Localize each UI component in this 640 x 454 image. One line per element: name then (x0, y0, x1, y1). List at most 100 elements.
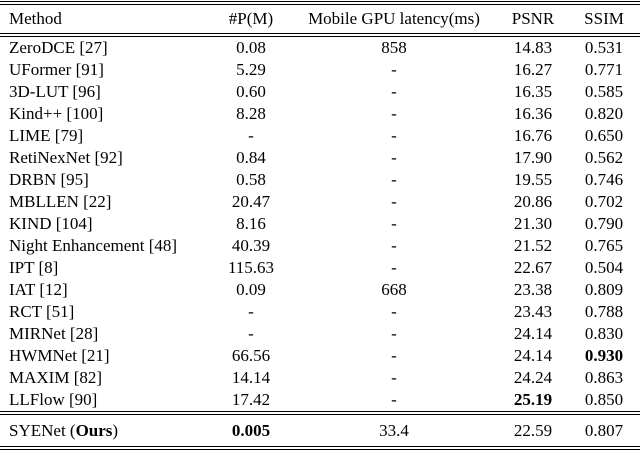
psnr-cell: 16.27 (513, 60, 553, 79)
table-row: 3D-LUT [96] 0.60 - 16.35 0.585 (0, 81, 640, 103)
ssim-cell: 0.650 (584, 126, 624, 145)
method-cell: UFormer [91] (9, 60, 104, 79)
ssim-cell: 0.702 (584, 192, 624, 211)
psnr-cell: 16.36 (513, 104, 553, 123)
method-cell: MBLLEN [22] (9, 192, 112, 211)
method-cell: MIRNet [28] (9, 324, 99, 343)
params-cell: 8.28 (236, 104, 266, 123)
latency-cell: - (391, 60, 397, 79)
ssim-cell: 0.820 (584, 104, 624, 123)
psnr-cell: 24.24 (513, 368, 553, 387)
table-row: RetiNexNet [92] 0.84 - 17.90 0.562 (0, 147, 640, 169)
psnr-cell: 24.14 (513, 346, 553, 365)
params-cell: 14.14 (231, 368, 271, 387)
method-cell: RetiNexNet [92] (9, 148, 123, 167)
params-cell: 17.42 (231, 390, 271, 409)
psnr-cell: 21.52 (513, 236, 553, 255)
ssim-cell: 0.863 (584, 368, 624, 387)
params-cell: 20.47 (231, 192, 271, 211)
latency-cell: 668 (381, 280, 407, 299)
latency-cell: - (391, 170, 397, 189)
latency-cell: - (391, 104, 397, 123)
table-row: Night Enhancement [48] 40.39 - 21.52 0.765 (0, 235, 640, 257)
method-cell: LLFlow [90] (9, 390, 98, 409)
ssim-cell: 0.790 (584, 214, 624, 233)
params-cell: - (248, 126, 254, 145)
method-cell: 3D-LUT [96] (9, 82, 101, 101)
psnr-cell: 23.38 (513, 280, 553, 299)
header-params: #P(M) (212, 3, 290, 37)
ssim-cell: 0.771 (584, 60, 624, 79)
latency-cell: - (391, 126, 397, 145)
latency-cell: - (391, 214, 397, 233)
ssim-cell: 0.807 (568, 411, 640, 448)
psnr-cell: 24.14 (513, 324, 553, 343)
ssim-cell: 0.765 (584, 236, 624, 255)
params-cell: - (248, 324, 254, 343)
table-row: DRBN [95] 0.58 - 19.55 0.746 (0, 169, 640, 191)
latency-cell: - (391, 258, 397, 277)
latency-cell: - (391, 346, 397, 365)
ssim-cell: 0.531 (584, 38, 624, 57)
psnr-cell: 19.55 (513, 170, 553, 189)
params-cell: 0.08 (236, 38, 266, 57)
psnr-cell: 21.30 (513, 214, 553, 233)
psnr-cell: 22.59 (498, 411, 568, 448)
psnr-cell: 16.76 (513, 126, 553, 145)
method-cell: KIND [104] (9, 214, 93, 233)
table-row: ZeroDCE [27] 0.08 858 14.83 0.531 (0, 35, 640, 59)
method-cell: DRBN [95] (9, 170, 89, 189)
ssim-cell: 0.830 (584, 324, 624, 343)
latency-cell: - (391, 302, 397, 321)
method-cell: IAT [12] (9, 280, 68, 299)
params-cell: 66.56 (231, 346, 271, 365)
method-cell: ZeroDCE [27] (9, 38, 108, 57)
latency-cell: - (391, 192, 397, 211)
header-ssim: SSIM (568, 3, 640, 37)
latency-cell: - (391, 390, 397, 409)
method-cell: RCT [51] (9, 302, 75, 321)
table-row: KIND [104] 8.16 - 21.30 0.790 (0, 213, 640, 235)
method-cell: SYENet (Ours) (0, 411, 212, 448)
table-row: RCT [51] - - 23.43 0.788 (0, 301, 640, 323)
params-cell: 0.60 (236, 82, 266, 101)
table-row: Kind++ [100] 8.28 - 16.36 0.820 (0, 103, 640, 125)
method-cell: MAXIM [82] (9, 368, 103, 387)
method-cell: LIME [79] (9, 126, 84, 145)
ssim-cell: 0.746 (584, 170, 624, 189)
params-cell: 40.39 (231, 236, 271, 255)
latency-cell: - (391, 148, 397, 167)
ssim-cell: 0.585 (584, 82, 624, 101)
latency-cell: - (391, 82, 397, 101)
header-latency: Mobile GPU latency(ms) (290, 3, 498, 37)
method-cell: IPT [8] (9, 258, 59, 277)
table-header: Method #P(M) Mobile GPU latency(ms) PSNR… (0, 3, 640, 37)
latency-cell: 33.4 (290, 411, 498, 448)
params-cell: 5.29 (236, 60, 266, 79)
latency-cell: 858 (381, 38, 407, 57)
params-cell: 8.16 (236, 214, 266, 233)
psnr-cell: 17.90 (513, 148, 553, 167)
latency-cell: - (391, 368, 397, 387)
ssim-cell: 0.930 (584, 346, 624, 365)
table-row: HWMNet [21] 66.56 - 24.14 0.930 (0, 345, 640, 367)
ssim-cell: 0.850 (584, 390, 624, 409)
latency-cell: - (391, 324, 397, 343)
ssim-cell: 0.562 (584, 148, 624, 167)
params-cell: 0.84 (236, 148, 266, 167)
params-cell: - (248, 302, 254, 321)
psnr-cell: 25.19 (513, 390, 553, 409)
method-cell: Kind++ [100] (9, 104, 104, 123)
ours-label: Ours (75, 420, 113, 440)
psnr-cell: 23.43 (513, 302, 553, 321)
params-cell: 0.005 (212, 411, 290, 448)
latency-cell: - (391, 236, 397, 255)
ssim-cell: 0.504 (584, 258, 624, 277)
table-row: MBLLEN [22] 20.47 - 20.86 0.702 (0, 191, 640, 213)
params-cell: 0.09 (236, 280, 266, 299)
table-row: LLFlow [90] 17.42 - 25.19 0.850 (0, 389, 640, 413)
table-row: IAT [12] 0.09 668 23.38 0.809 (0, 279, 640, 301)
table-row: SYENet (Ours) 0.005 33.4 22.59 0.807 (0, 411, 640, 448)
